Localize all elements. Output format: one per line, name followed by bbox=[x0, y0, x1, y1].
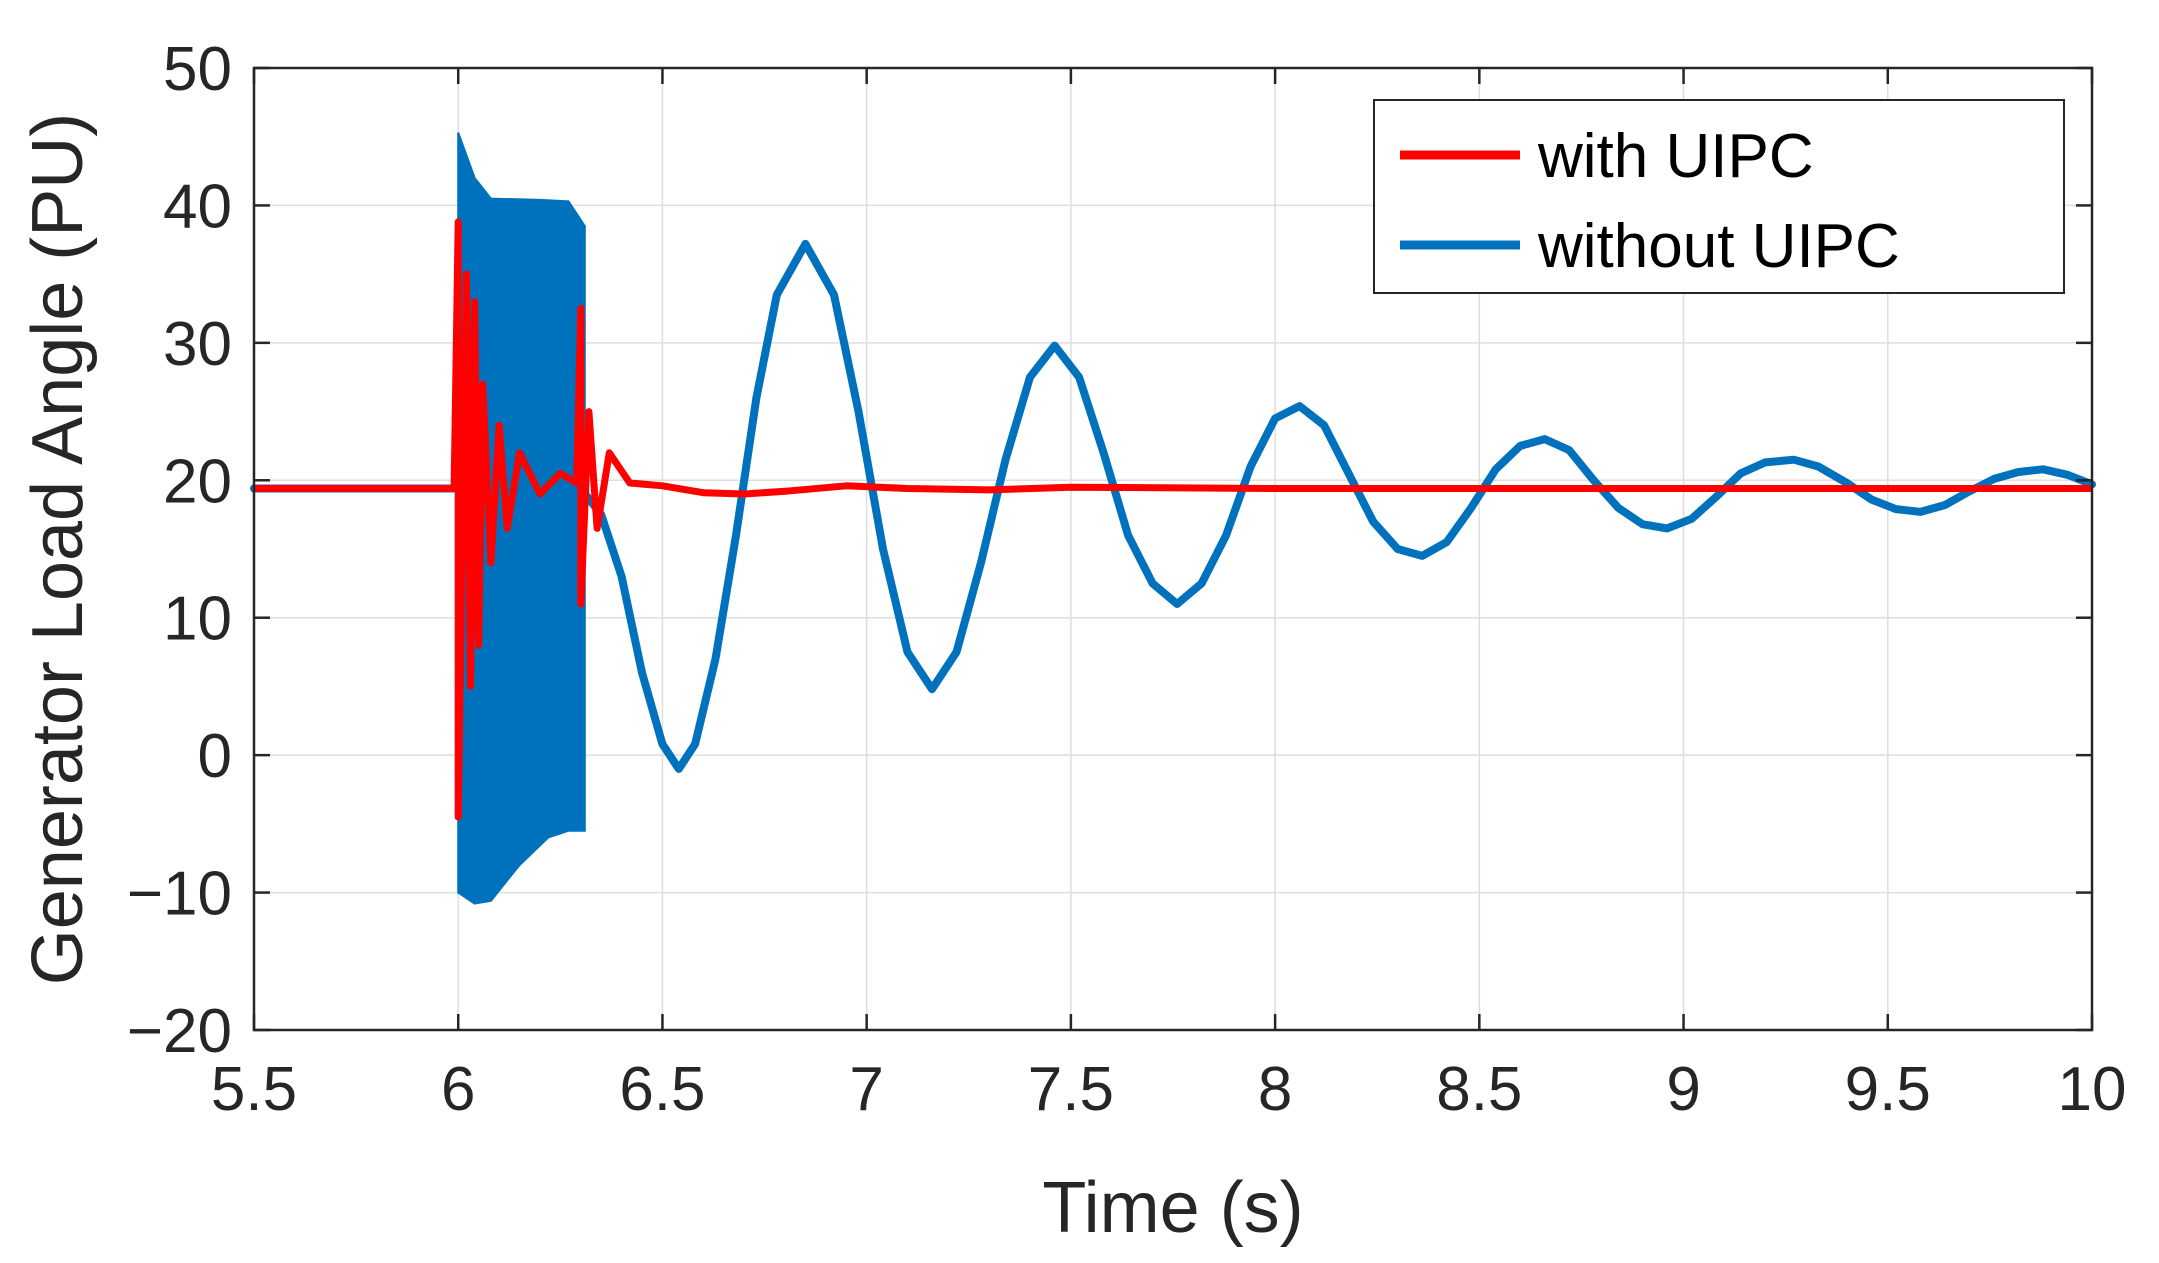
axes-box bbox=[252, 66, 2094, 1032]
x-tick-label: 5.5 bbox=[211, 1055, 297, 1124]
series-without-uipc-line bbox=[250, 239, 2096, 773]
series-layer bbox=[250, 132, 2096, 905]
x-tick-label: 6.5 bbox=[619, 1055, 705, 1124]
x-tick-label: 7 bbox=[849, 1055, 883, 1124]
legend: with UIPC without UIPC bbox=[1373, 99, 2065, 294]
x-tick-label: 8 bbox=[1258, 1055, 1292, 1124]
x-tick-label: 9.5 bbox=[1845, 1055, 1931, 1124]
y-tick-label: 30 bbox=[163, 310, 232, 379]
y-tick-label: 40 bbox=[163, 172, 232, 241]
series-without-uipc-oscillation-band bbox=[457, 132, 586, 905]
x-tick-label: 10 bbox=[2058, 1055, 2127, 1124]
x-tick-label: 6 bbox=[441, 1055, 475, 1124]
legend-box bbox=[1373, 99, 2065, 294]
x-axis-label: Time (s) bbox=[1042, 1168, 1303, 1248]
y-tick-label: −20 bbox=[127, 997, 232, 1066]
tick-labels: 5.5 6 6.5 7 7.5 8 8.5 9 9.5 10 −20 −10 0 10 20 30 40 50 bbox=[127, 35, 2127, 1124]
x-tick-label: 7.5 bbox=[1028, 1055, 1114, 1124]
legend-label-without-uipc: without UIPC bbox=[1537, 212, 1900, 281]
legend-label-with-uipc: with UIPC bbox=[1537, 122, 1814, 191]
x-tick-label: 9 bbox=[1666, 1055, 1700, 1124]
y-tick-label: −10 bbox=[127, 860, 232, 929]
x-tick-label: 8.5 bbox=[1436, 1055, 1522, 1124]
y-tick-label: 0 bbox=[198, 722, 232, 791]
ticks bbox=[252, 66, 2094, 1032]
y-tick-label: 20 bbox=[163, 447, 232, 516]
y-tick-label: 10 bbox=[163, 585, 232, 654]
y-axis-label: Generator Load Angle (PU) bbox=[18, 113, 98, 986]
series-with-uipc-line bbox=[254, 218, 2092, 821]
y-tick-label: 50 bbox=[163, 35, 232, 104]
